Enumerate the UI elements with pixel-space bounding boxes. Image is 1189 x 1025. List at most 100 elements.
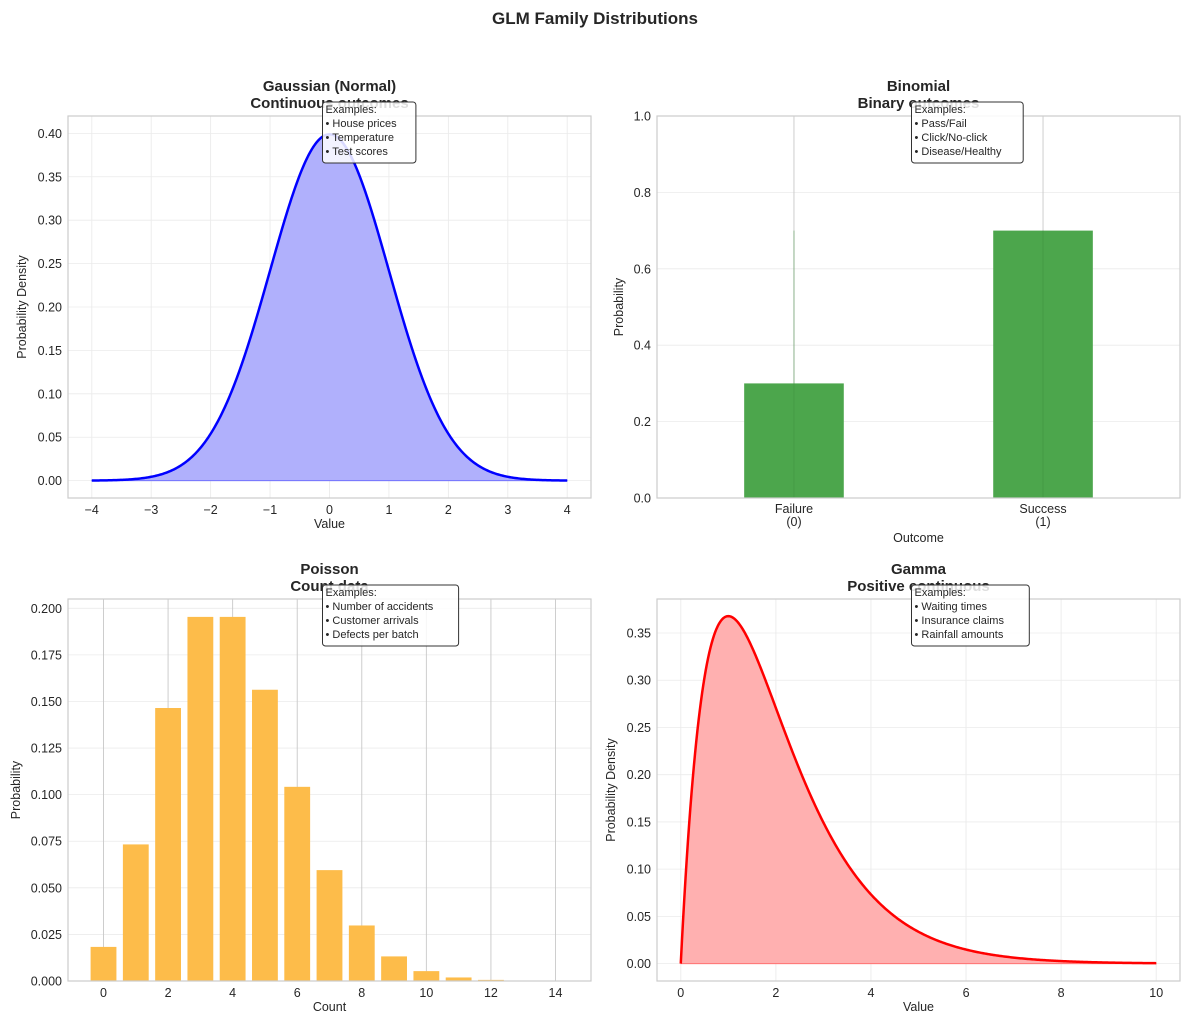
annotation-box bbox=[322, 584, 460, 647]
examples-annotation: Examples: • Number of accidents • Customer… bbox=[322, 584, 460, 647]
y-tick-label: 0.200 bbox=[31, 602, 62, 616]
x-tick-label: 8 bbox=[1058, 986, 1065, 1000]
y-tick-label: 0.125 bbox=[31, 742, 62, 756]
subplot-gaussian: 0.00 0.05 0.10 0.15 0.20 0.25 0.30 0.35 0.40 −4 −3… bbox=[15, 78, 592, 531]
y-tick-label: 0.05 bbox=[38, 431, 62, 445]
y-tick-label: 0.075 bbox=[31, 835, 62, 849]
y-tick-label: 0.2 bbox=[634, 415, 651, 429]
x-tick-label: 6 bbox=[294, 986, 301, 1000]
y-tick-label: 0.0 bbox=[634, 492, 651, 506]
bar-count-8 bbox=[348, 925, 375, 981]
x-axis-label: Value bbox=[903, 1000, 934, 1014]
x-axis-label: Value bbox=[314, 517, 345, 531]
y-tick-label: 0.00 bbox=[38, 474, 62, 488]
bar-count-2 bbox=[155, 708, 181, 981]
examples-annotation: Examples: • Waiting times • Insurance clai… bbox=[911, 584, 1030, 647]
x-tick-label: (1) bbox=[1035, 515, 1050, 529]
y-tick-label: 0.25 bbox=[38, 257, 62, 271]
x-tick-label: −4 bbox=[85, 503, 99, 517]
annotation-box bbox=[911, 584, 1030, 647]
annotation-line: • Number of accidents bbox=[326, 601, 434, 613]
x-tick-label: 8 bbox=[358, 986, 365, 1000]
x-tick-label: 0 bbox=[677, 986, 684, 1000]
subplot-gamma: 0.00 0.05 0.10 0.15 0.20 0.25 0.30 0.35 0 2 4 6 8 10 G… bbox=[604, 561, 1181, 1014]
x-tick-label: 14 bbox=[549, 986, 563, 1000]
y-tick-label: 0.40 bbox=[38, 127, 62, 141]
y-tick-label: 0.20 bbox=[627, 768, 651, 782]
bar-count-4 bbox=[219, 616, 246, 981]
annotation-line: Examples: bbox=[915, 587, 966, 599]
y-tick-label: 0.20 bbox=[38, 301, 62, 315]
y-axis-label: Probability bbox=[612, 277, 626, 336]
examples-annotation: Examples: • Pass/Fail • Click/No-click • Di… bbox=[911, 101, 1024, 164]
bar-count-10 bbox=[413, 971, 440, 981]
x-tick-label: −2 bbox=[204, 503, 218, 517]
bar-count-9 bbox=[381, 956, 407, 981]
x-tick-label: 10 bbox=[1149, 986, 1163, 1000]
x-tick-label: Success bbox=[1019, 502, 1066, 516]
subplot-title: Gaussian (Normal) bbox=[263, 78, 396, 95]
x-axis-label: Outcome bbox=[893, 531, 944, 545]
density-fill-area bbox=[91, 133, 568, 482]
x-tick-label: −1 bbox=[263, 503, 277, 517]
y-tick-label: 0.35 bbox=[38, 170, 62, 184]
annotation-box bbox=[322, 101, 417, 164]
bar-count-5 bbox=[252, 689, 278, 981]
annotation-line: Examples: bbox=[326, 587, 377, 599]
y-tick-label: 0.000 bbox=[31, 975, 62, 989]
axes-frame bbox=[656, 115, 1181, 499]
x-tick-label: 12 bbox=[484, 986, 498, 1000]
subplot-poisson: 0.000 0.025 0.050 0.075 0.100 0.125 0.150 0.175… bbox=[9, 561, 592, 1014]
y-axis-label: Probability Density bbox=[604, 737, 618, 841]
annotation-line: • Disease/Healthy bbox=[915, 146, 1003, 158]
y-tick-label: 0.100 bbox=[31, 788, 62, 802]
annotation-line: • Rainfall amounts bbox=[915, 629, 1004, 641]
y-tick-label: 0.175 bbox=[31, 648, 62, 662]
x-tick-label: 0 bbox=[326, 503, 333, 517]
x-tick-label: 6 bbox=[963, 986, 970, 1000]
y-tick-label: 0.10 bbox=[627, 863, 651, 877]
y-tick-label: 1.0 bbox=[634, 110, 651, 124]
y-tick-label: 0.6 bbox=[634, 262, 651, 276]
y-axis-label: Probability Density bbox=[15, 254, 29, 358]
annotation-line: • Click/No-click bbox=[915, 132, 988, 144]
subplot-title: Gamma bbox=[891, 561, 947, 578]
y-tick-label: 0.050 bbox=[31, 881, 62, 895]
x-tick-label: 1 bbox=[385, 503, 392, 517]
y-tick-label: 0.30 bbox=[627, 674, 651, 688]
y-tick-label: 0.00 bbox=[627, 957, 651, 971]
y-tick-label: 0.10 bbox=[38, 387, 62, 401]
y-tick-label: 0.15 bbox=[38, 344, 62, 358]
bar-count-11 bbox=[445, 977, 472, 981]
y-tick-label: 0.35 bbox=[627, 627, 651, 641]
annotation-line: • House prices bbox=[326, 118, 398, 130]
y-tick-label: 0.30 bbox=[38, 214, 62, 228]
subplot-title: Binomial bbox=[887, 78, 950, 95]
subplot-title: Poisson bbox=[300, 561, 358, 578]
y-axis-label: Probability bbox=[9, 760, 23, 819]
x-tick-label: 2 bbox=[445, 503, 452, 517]
density-line bbox=[679, 614, 1157, 965]
annotation-line: Examples: bbox=[326, 104, 377, 116]
y-tick-label: 0.8 bbox=[634, 186, 651, 200]
x-tick-label: (0) bbox=[786, 515, 801, 529]
bar-count-7 bbox=[316, 870, 343, 981]
annotation-line: • Customer arrivals bbox=[326, 615, 420, 627]
bar-count-6 bbox=[284, 786, 311, 981]
x-tick-label: 3 bbox=[504, 503, 511, 517]
density-fill-area bbox=[680, 615, 1157, 965]
subplot-binomial: 0.0 0.2 0.4 0.6 0.8 1.0 Failure(0) Success(1) Bi… bbox=[612, 78, 1181, 545]
x-tick-label: 4 bbox=[867, 986, 874, 1000]
x-tick-label: Failure bbox=[775, 502, 813, 516]
y-tick-label: 0.05 bbox=[627, 910, 651, 924]
figure-suptitle: GLM Family Distributions bbox=[492, 9, 698, 28]
annotation-line: • Defects per batch bbox=[326, 629, 419, 641]
annotation-line: • Waiting times bbox=[915, 601, 988, 613]
y-tick-label: 0.150 bbox=[31, 695, 62, 709]
y-tick-label: 0.025 bbox=[31, 928, 62, 942]
y-tick-label: 0.15 bbox=[627, 815, 651, 829]
x-tick-label: 0 bbox=[100, 986, 107, 1000]
bar-count-0 bbox=[90, 946, 117, 981]
x-tick-label: 4 bbox=[229, 986, 236, 1000]
annotation-line: Examples: bbox=[915, 104, 966, 116]
